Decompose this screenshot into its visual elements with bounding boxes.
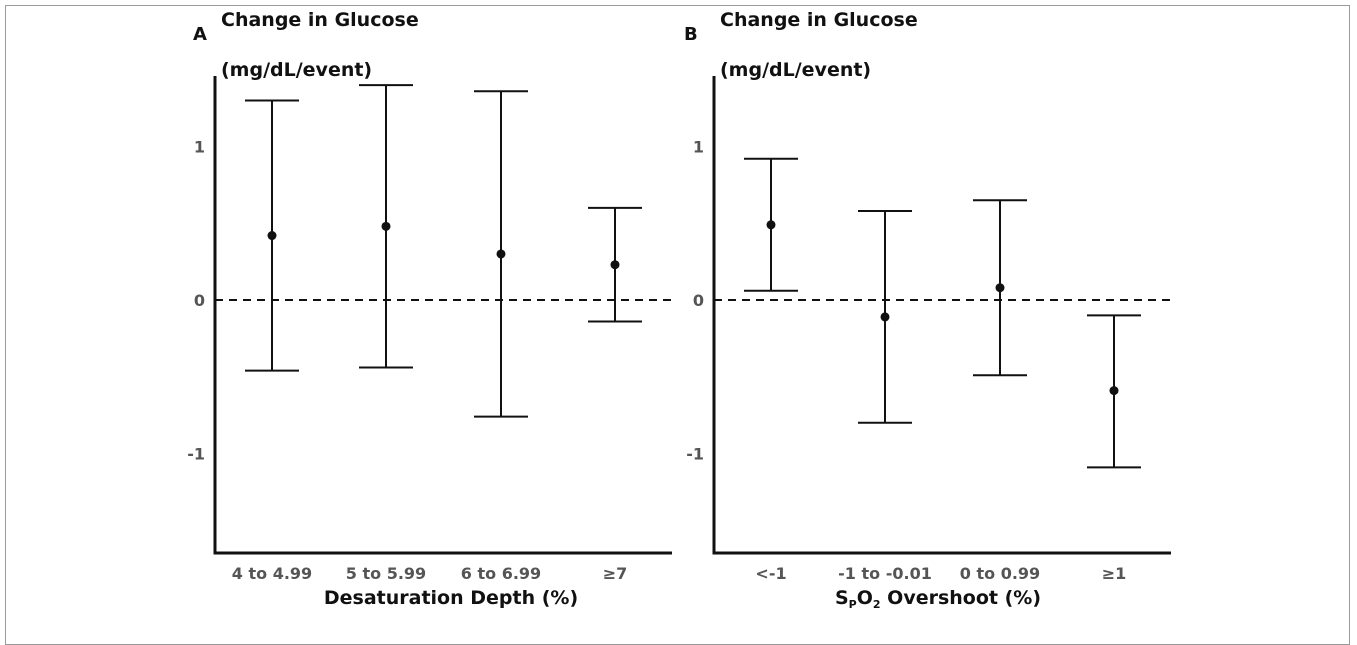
- panel-a-x-tick-label: 5 to 5.99: [346, 564, 426, 583]
- panel-a-y-axis-title-line1: Change in Glucose: [221, 9, 419, 31]
- panel-b-x-axis-title: SPO2 Overshoot (%): [835, 587, 1041, 611]
- panel-b-y-axis-title-line2: (mg/dL/event): [720, 59, 871, 81]
- panel-b-x-axis-title-part: 2: [873, 598, 881, 611]
- panel-b-x-tick-label: 0 to 0.99: [960, 564, 1040, 583]
- panel-a-point-estimate: [610, 260, 620, 270]
- panel-b-y-tick-label: 0: [693, 291, 704, 310]
- panel-b-x-tick-label: -1 to -0.01: [838, 564, 932, 583]
- panel-a-x-tick-label: 4 to 4.99: [232, 564, 312, 583]
- panel-a-point-estimate: [496, 249, 506, 259]
- panel-a-x-axis-title: Desaturation Depth (%): [324, 587, 578, 609]
- panel-b-x-axis-title-part: Overshoot (%): [881, 587, 1041, 609]
- panel-b-point-estimate: [880, 312, 890, 322]
- panel-a-x-tick-label: 6 to 6.99: [461, 564, 541, 583]
- panel-a-y-tick-label: -1: [187, 445, 205, 464]
- panel-a-label: A: [193, 24, 207, 45]
- panel-b-x-axis-title-part: S: [835, 587, 849, 609]
- panel-b-y-axis-title-line1: Change in Glucose: [720, 9, 918, 31]
- panel-b-x-tick-label: <-1: [755, 564, 786, 583]
- figure-svg: -1 0 1 4 to 4.99 5 to 5.99 6 to 6.99 ≥7 A Change…: [187, 9, 1171, 611]
- panel-b-point-estimate: [766, 220, 776, 230]
- panel-a-point-estimate: [267, 231, 277, 241]
- panel-a-point-estimate: [381, 221, 391, 231]
- panel-b-point-estimate: [1109, 386, 1119, 396]
- panel-b-y-tick-label: 1: [693, 138, 704, 157]
- panel-a-y-tick-label: 1: [194, 138, 205, 157]
- panel-b-y-tick-label: -1: [686, 445, 704, 464]
- panel-b-x-axis-title-part: P: [849, 598, 857, 611]
- panel-b-point-estimate: [995, 283, 1005, 293]
- panel-a-y-tick-label: 0: [194, 291, 205, 310]
- panel-b-x-axis-title-part: O: [857, 587, 873, 609]
- panel-a-x-tick-label: ≥7: [603, 564, 628, 583]
- panel-b-x-tick-label: ≥1: [1102, 564, 1127, 583]
- panel-a-y-axis-title-line2: (mg/dL/event): [221, 59, 372, 81]
- panel-b-label: B: [684, 24, 698, 45]
